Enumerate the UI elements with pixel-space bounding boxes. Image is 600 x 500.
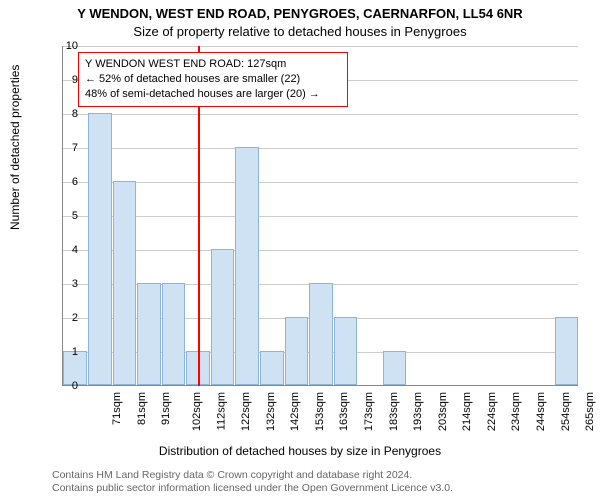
gridline [63, 46, 578, 47]
x-tick-label: 122sqm [240, 392, 252, 431]
y-tick-label: 4 [48, 244, 78, 256]
y-tick-label: 5 [48, 210, 78, 222]
footer-line-1: Contains HM Land Registry data © Crown c… [52, 469, 453, 483]
gridline [63, 250, 578, 251]
bar [235, 147, 259, 385]
annotation-box: Y WENDON WEST END ROAD: 127sqm ← 52% of … [78, 52, 348, 107]
gridline [63, 216, 578, 217]
x-axis-label: Distribution of detached houses by size … [0, 444, 600, 458]
x-tick-label: 173sqm [363, 392, 375, 431]
y-tick-label: 0 [48, 380, 78, 392]
chart-title-main: Y WENDON, WEST END ROAD, PENYGROES, CAER… [0, 6, 600, 21]
chart-title-sub: Size of property relative to detached ho… [0, 24, 600, 39]
x-tick-label: 224sqm [486, 392, 498, 431]
gridline [63, 114, 578, 115]
x-tick-label: 254sqm [560, 392, 572, 431]
annotation-line-1: Y WENDON WEST END ROAD: 127sqm [85, 57, 341, 72]
x-tick-label: 132sqm [265, 392, 277, 431]
x-tick-label: 203sqm [437, 392, 449, 431]
bar [309, 283, 333, 385]
gridline [63, 148, 578, 149]
y-tick-label: 8 [48, 108, 78, 120]
footer-text: Contains HM Land Registry data © Crown c… [52, 469, 453, 496]
x-tick-label: 71sqm [111, 392, 123, 425]
x-tick-label: 91sqm [160, 392, 172, 425]
bar [260, 351, 284, 385]
x-tick-label: 112sqm [215, 392, 227, 430]
y-tick-label: 3 [48, 278, 78, 290]
gridline [63, 182, 578, 183]
y-tick-label: 2 [48, 312, 78, 324]
x-tick-label: 183sqm [388, 392, 400, 431]
annotation-line-3: 48% of semi-detached houses are larger (… [85, 87, 341, 102]
footer-line-2: Contains public sector information licen… [52, 482, 453, 496]
x-tick-label: 214sqm [461, 392, 473, 431]
x-tick-label: 81sqm [136, 392, 148, 425]
x-tick-label: 102sqm [191, 392, 203, 431]
y-tick-label: 6 [48, 176, 78, 188]
x-tick-label: 153sqm [314, 392, 326, 431]
bar [334, 317, 358, 385]
y-tick-label: 9 [48, 74, 78, 86]
bar [555, 317, 579, 385]
x-tick-label: 193sqm [412, 392, 424, 431]
y-tick-label: 1 [48, 346, 78, 358]
x-tick-label: 234sqm [511, 392, 523, 431]
x-tick-label: 142sqm [289, 392, 301, 431]
chart-container: Y WENDON, WEST END ROAD, PENYGROES, CAER… [0, 0, 600, 500]
y-tick-label: 7 [48, 142, 78, 154]
y-axis-label: Number of detached properties [8, 65, 22, 230]
bar [162, 283, 186, 385]
x-tick-label: 265sqm [584, 392, 596, 431]
bar [137, 283, 161, 385]
x-tick-label: 163sqm [339, 392, 351, 431]
bar [88, 113, 112, 385]
bar [113, 181, 137, 385]
bar [285, 317, 309, 385]
y-tick-label: 10 [48, 40, 78, 52]
bar [211, 249, 235, 385]
annotation-line-2: ← 52% of detached houses are smaller (22… [85, 72, 341, 87]
x-tick-label: 244sqm [535, 392, 547, 431]
bar [383, 351, 407, 385]
